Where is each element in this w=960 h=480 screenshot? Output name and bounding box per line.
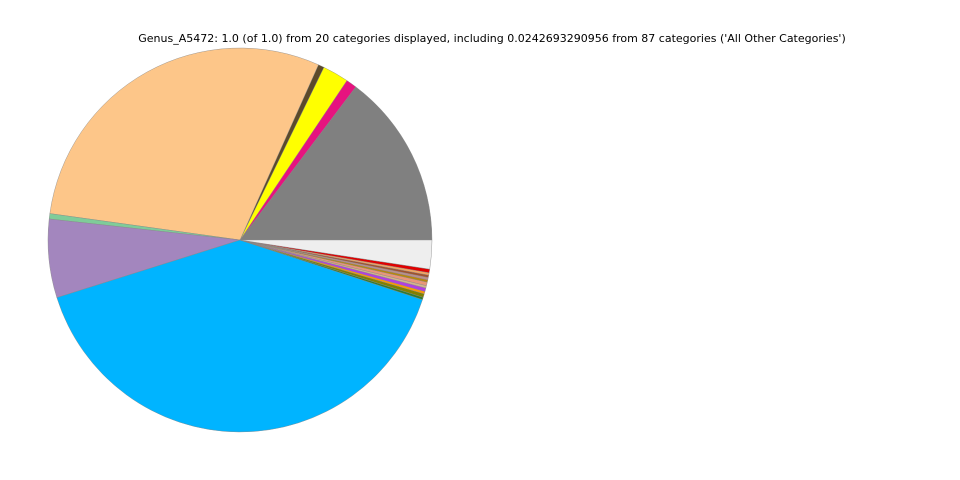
wedge	[239, 86, 433, 241]
pie	[47, 47, 433, 433]
wedge	[239, 239, 433, 270]
chart-title: Genus_A5472: 1.0 (of 1.0) from 20 catego…	[138, 32, 846, 45]
wedge	[56, 239, 423, 433]
wedge	[49, 47, 319, 241]
